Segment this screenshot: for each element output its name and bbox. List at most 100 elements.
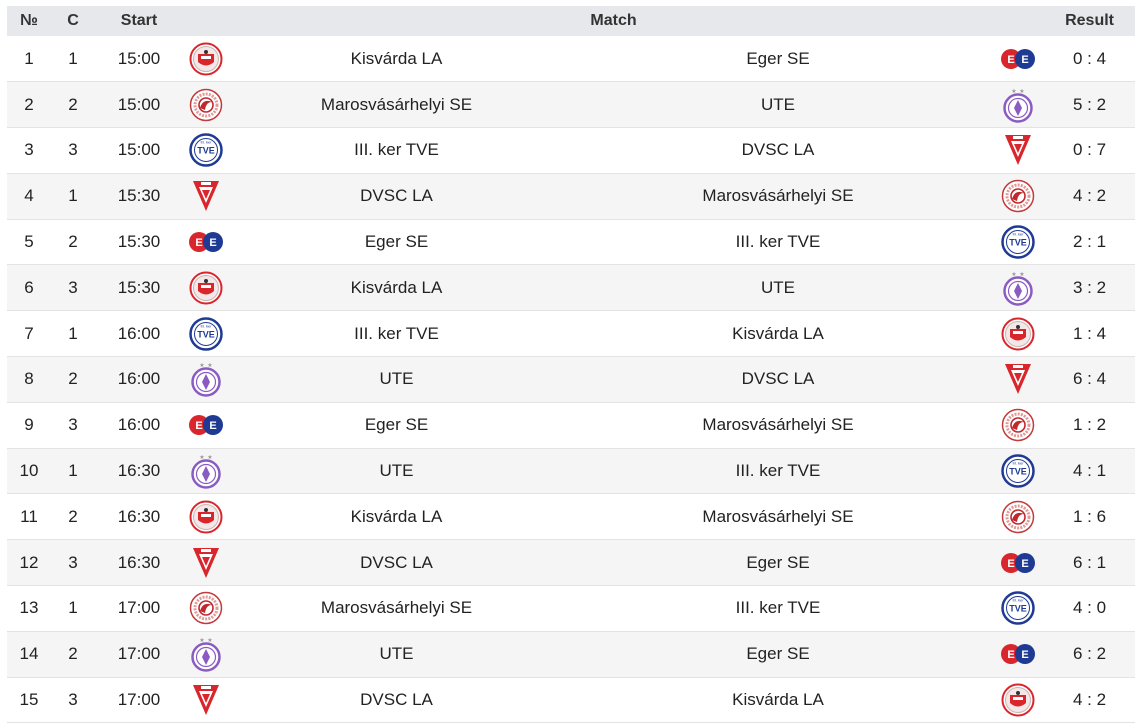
match-start-time: 15:00 [117, 94, 161, 114]
match-court: 2 [68, 94, 78, 114]
svg-text:E: E [1007, 54, 1014, 66]
away-team-logo-cell [992, 128, 1044, 174]
match-row: 5 2 15:30 E E Eger SE III. ker TVE TVE III. ker 2… [7, 219, 1136, 265]
match-start-time: 15:30 [117, 277, 161, 297]
ute-logo-icon: ★ ★ [1001, 270, 1035, 306]
match-result: 4 : 2 [1073, 186, 1107, 206]
home-team-logo-cell [183, 586, 229, 632]
matches-table-container: № C Start Match Result 1 1 15:00 Kisvárda L… [7, 6, 1136, 723]
home-team-name: DVSC LA [360, 690, 433, 710]
home-team-name: UTE [379, 369, 414, 389]
match-row: 7 1 16:00 TVE III. ker III. ker TVE Kisvárda L… [7, 310, 1136, 357]
match-number: 8 [24, 369, 34, 389]
match-result: 1 : 2 [1073, 415, 1107, 435]
home-team-name: Kisvárda LA [350, 506, 443, 526]
tve-logo-icon: TVE III. ker [189, 133, 223, 168]
away-team-logo-cell: TVE III. ker [992, 448, 1044, 494]
away-team-name: DVSC LA [741, 369, 815, 389]
match-row: 6 3 15:30 Kisvárda LA UTE ★ ★ 3 : 2 [7, 264, 1136, 311]
match-number: 9 [24, 415, 34, 435]
match-start-time: 16:30 [117, 506, 161, 526]
match-number: 1 [24, 48, 34, 68]
match-start-time: 17:00 [117, 644, 161, 664]
home-team-logo-cell: ★ ★ [183, 631, 229, 677]
home-team-name: Kisvárda LA [350, 277, 443, 297]
away-team-name: UTE [761, 277, 795, 297]
kisvarda-logo-icon [1001, 683, 1035, 717]
svg-text:★: ★ [207, 362, 212, 369]
home-team-name: Marosvásárhelyi SE [320, 598, 473, 618]
svg-text:★: ★ [199, 454, 204, 461]
svg-text:★: ★ [1019, 88, 1024, 95]
ute-logo-icon: ★ ★ [189, 636, 223, 672]
away-team-name: III. ker TVE [735, 232, 821, 252]
match-number: 11 [20, 506, 38, 526]
match-court: 1 [68, 598, 78, 618]
home-team-logo-cell: ★ ★ [183, 357, 229, 403]
match-result: 6 : 2 [1073, 644, 1107, 664]
match-result: 6 : 1 [1073, 552, 1107, 572]
match-start-time: 15:30 [117, 186, 161, 206]
kisvarda-logo-icon [189, 42, 223, 76]
svg-text:III. ker: III. ker [200, 323, 212, 328]
away-team-logo-cell: TVE III. ker [992, 586, 1044, 632]
ute-logo-icon: ★ ★ [1001, 87, 1035, 123]
match-start-time: 16:00 [117, 369, 161, 389]
home-team-logo-cell [183, 82, 229, 128]
header-start: Start [120, 12, 158, 29]
match-court: 3 [68, 552, 78, 572]
svg-text:III. ker: III. ker [1012, 461, 1024, 466]
match-court: 2 [68, 506, 78, 526]
svg-text:★: ★ [199, 637, 204, 644]
match-row: 15 3 17:00 DVSC LA Kisvárda LA 4 : 2 [7, 677, 1136, 723]
matches-table: № C Start Match Result 1 1 15:00 Kisvárda L… [7, 6, 1136, 723]
away-team-name: Marosvásárhelyi SE [702, 506, 854, 526]
svg-text:E: E [209, 420, 216, 432]
home-team-name: UTE [379, 644, 414, 664]
svg-text:★: ★ [207, 454, 212, 461]
match-start-time: 17:00 [117, 598, 161, 618]
away-team-name: Eger SE [746, 644, 810, 664]
svg-text:TVE: TVE [1009, 238, 1027, 248]
kisvarda-logo-icon [1001, 317, 1035, 351]
match-court: 1 [68, 323, 78, 343]
match-start-time: 17:00 [117, 690, 161, 710]
svg-text:TVE: TVE [197, 329, 215, 339]
match-row: 2 2 15:00 Marosvásárhelyi SE UTE ★ ★ 5 : 2 [7, 81, 1136, 128]
match-row: 12 3 16:30 DVSC LA Eger SE E E 6 : 1 [7, 539, 1136, 586]
away-team-logo-cell [992, 677, 1044, 723]
away-team-name: Marosvásárhelyi SE [702, 186, 854, 206]
match-court: 2 [68, 232, 78, 252]
match-number: 3 [24, 140, 34, 160]
dvsc-logo-icon [191, 683, 221, 717]
svg-text:TVE: TVE [1009, 604, 1027, 614]
match-number: 13 [19, 598, 39, 618]
match-number: 7 [24, 323, 34, 343]
match-result: 2 : 1 [1073, 232, 1107, 252]
maros-logo-icon [189, 88, 223, 122]
match-row: 4 1 15:30 DVSC LA Marosvásárhelyi SE 4 : 2 [7, 173, 1136, 220]
match-row: 11 2 16:30 Kisvárda LA Marosvásárhelyi SE 1 :… [7, 493, 1136, 540]
match-result: 4 : 1 [1073, 461, 1107, 481]
match-number: 15 [19, 690, 39, 710]
match-start-time: 16:00 [117, 323, 161, 343]
match-start-time: 16:30 [117, 461, 161, 481]
svg-text:E: E [1007, 558, 1014, 570]
match-number: 5 [24, 232, 34, 252]
home-team-name: Eger SE [364, 232, 429, 252]
match-court: 3 [68, 415, 78, 435]
match-court: 1 [68, 186, 78, 206]
match-result: 4 : 2 [1073, 690, 1107, 710]
match-start-time: 15:00 [117, 140, 161, 160]
dvsc-logo-icon [1003, 362, 1033, 396]
away-team-logo-cell [992, 311, 1044, 357]
match-court: 2 [68, 644, 78, 664]
match-result: 1 : 4 [1073, 323, 1107, 343]
maros-logo-icon [1001, 179, 1035, 213]
home-team-name: Kisvárda LA [350, 48, 443, 68]
match-number: 6 [24, 277, 34, 297]
header-c: C [67, 12, 79, 29]
